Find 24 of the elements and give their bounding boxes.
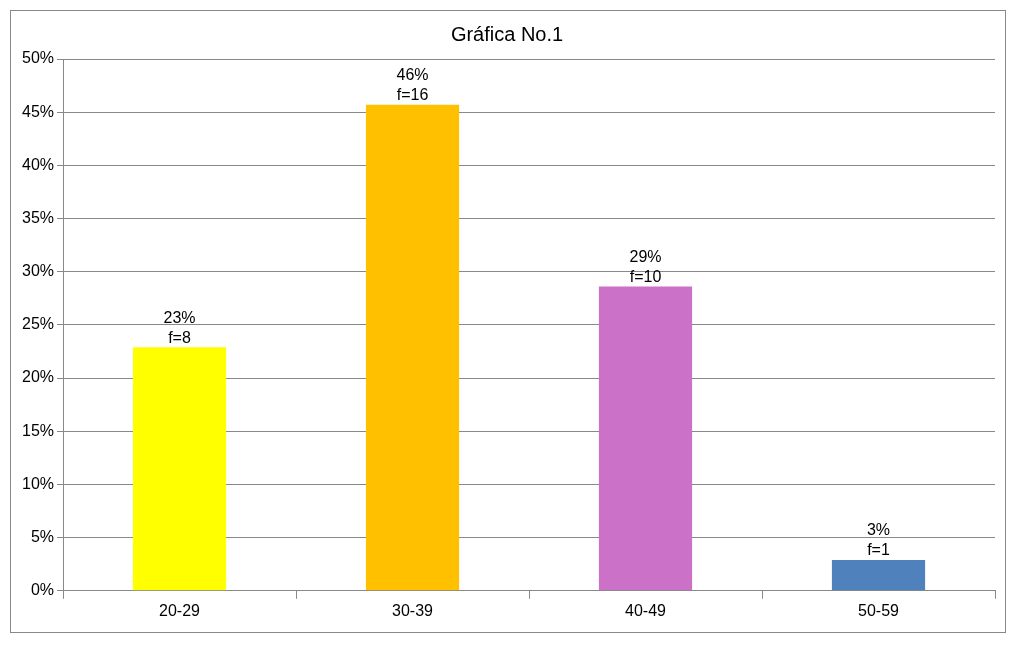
y-tick-label: 15% <box>21 421 55 439</box>
x-tick-label: 40-49 <box>625 601 667 619</box>
data-label: 29% f=10 <box>629 248 662 286</box>
x-tick-label: 30-39 <box>392 601 434 619</box>
data-label: 3% f=1 <box>866 521 891 559</box>
y-tick-label: 40% <box>21 155 55 173</box>
x-tick-label: 50-59 <box>858 601 900 619</box>
bar <box>598 286 693 591</box>
data-label: 46% f=16 <box>396 66 429 104</box>
y-tick-label: 0% <box>30 581 55 599</box>
chart-title: Gráfica No.1 <box>450 22 564 45</box>
y-tick-label: 30% <box>21 262 55 280</box>
bar <box>365 104 460 591</box>
y-tick-label: 50% <box>21 49 55 67</box>
y-tick-label: 5% <box>30 528 55 546</box>
bar <box>132 347 227 591</box>
x-tick-label: 20-29 <box>159 601 201 619</box>
y-tick-label: 10% <box>21 474 55 492</box>
bar <box>831 559 926 591</box>
data-label: 23% f=8 <box>163 308 196 346</box>
y-tick-label: 45% <box>21 102 55 120</box>
y-tick-label: 25% <box>21 315 55 333</box>
y-tick-label: 35% <box>21 208 55 226</box>
y-tick-label: 20% <box>21 368 55 386</box>
